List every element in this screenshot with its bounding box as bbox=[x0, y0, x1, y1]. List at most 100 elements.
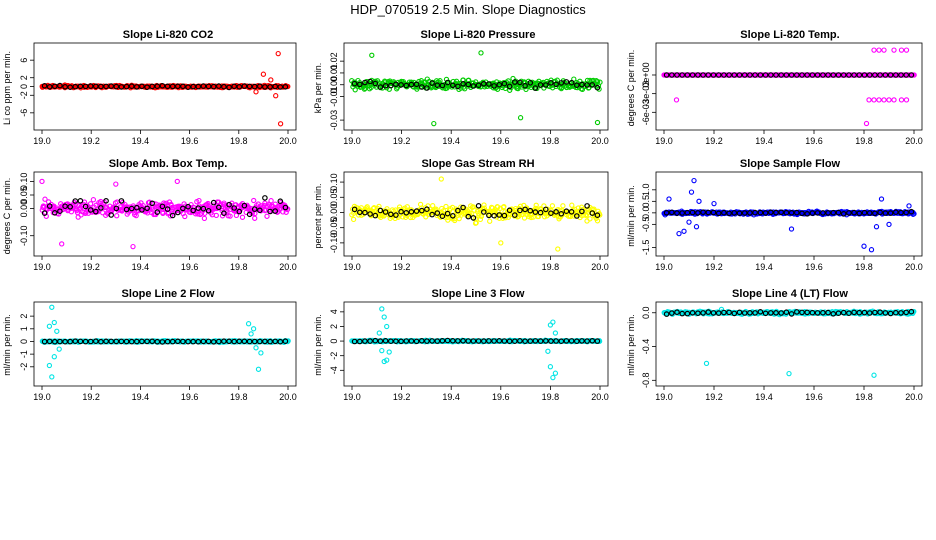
mean-point bbox=[783, 72, 790, 78]
data-point bbox=[350, 216, 357, 223]
mean-point bbox=[814, 310, 821, 316]
mean-point bbox=[356, 209, 363, 216]
mean-point bbox=[387, 211, 394, 218]
mean-point bbox=[418, 207, 425, 214]
mean-point bbox=[835, 310, 842, 317]
mean-point bbox=[72, 198, 79, 204]
data-points bbox=[39, 304, 291, 380]
mean-point bbox=[103, 198, 109, 204]
plot-frame bbox=[655, 301, 923, 387]
mean-point bbox=[736, 309, 743, 316]
data-points bbox=[349, 50, 603, 127]
y-tick-label: -6 bbox=[19, 109, 29, 117]
data-point bbox=[587, 216, 593, 222]
mean-point bbox=[123, 83, 130, 90]
x-tick-label: 20.0 bbox=[905, 136, 923, 146]
data-point bbox=[477, 216, 484, 223]
outlier-point bbox=[711, 200, 717, 207]
mean-point bbox=[788, 210, 795, 216]
y-tick-label: 4 bbox=[329, 309, 339, 314]
outlier-point bbox=[258, 350, 264, 356]
data-point bbox=[481, 202, 487, 208]
mean-point bbox=[382, 83, 389, 89]
mean-point bbox=[51, 338, 58, 345]
mean-point bbox=[241, 83, 248, 89]
x-tick-label: 19.2 bbox=[393, 262, 411, 272]
mean-point bbox=[216, 204, 222, 211]
mean-point bbox=[548, 80, 554, 86]
mean-point bbox=[892, 309, 899, 316]
data-point bbox=[197, 211, 203, 218]
x-tick-label: 19.6 bbox=[181, 262, 199, 272]
x-tick-label: 19.0 bbox=[655, 262, 673, 272]
mean-point bbox=[679, 72, 686, 78]
mean-point bbox=[82, 338, 89, 345]
outlier-point bbox=[376, 330, 382, 336]
mean-point bbox=[486, 338, 492, 344]
mean-point bbox=[413, 338, 420, 345]
mean-point bbox=[553, 338, 559, 344]
outlier-point bbox=[871, 97, 877, 103]
panel-title: Slope Line 3 Flow bbox=[432, 288, 525, 300]
mean-point bbox=[480, 209, 487, 215]
mean-point bbox=[241, 338, 248, 345]
data-point bbox=[114, 213, 120, 219]
mean-point bbox=[767, 72, 774, 78]
outlier-point bbox=[478, 50, 484, 56]
mean-point bbox=[856, 72, 863, 78]
mean-point bbox=[444, 210, 451, 217]
mean-point bbox=[190, 207, 197, 214]
mean-point bbox=[877, 72, 883, 78]
plot-frame bbox=[343, 42, 609, 131]
mean-point bbox=[134, 338, 140, 345]
data-point bbox=[160, 210, 166, 217]
outlier-point bbox=[788, 226, 795, 232]
y-tick-label: 6 bbox=[19, 58, 29, 63]
mean-point bbox=[799, 309, 805, 316]
mean-point bbox=[387, 338, 394, 345]
outlier-point bbox=[379, 347, 385, 354]
mean-point bbox=[377, 207, 384, 214]
mean-point bbox=[123, 338, 130, 345]
mean-point bbox=[674, 309, 680, 316]
mean-point bbox=[721, 72, 727, 78]
mean-point bbox=[398, 82, 404, 88]
mean-point bbox=[872, 210, 878, 217]
mean-point bbox=[537, 209, 544, 216]
mean-point bbox=[356, 338, 363, 345]
mean-point bbox=[663, 311, 670, 317]
data-point bbox=[233, 212, 240, 219]
mean-point bbox=[231, 83, 238, 90]
mean-point bbox=[108, 212, 115, 218]
mean-point bbox=[537, 82, 544, 88]
mean-point bbox=[700, 310, 706, 316]
y-tick-label: 0.10 bbox=[329, 173, 339, 191]
outlier-point bbox=[59, 241, 65, 247]
data-point bbox=[364, 204, 370, 210]
outlier-point bbox=[552, 370, 559, 376]
mean-point bbox=[149, 83, 156, 90]
panel-pressure: Slope Li-820 Pressure kPa per min. 19.0 1… bbox=[313, 29, 609, 146]
mean-point bbox=[558, 338, 565, 345]
mean-point bbox=[372, 337, 379, 344]
mean-point bbox=[367, 78, 373, 85]
mean-point bbox=[403, 338, 410, 344]
x-tick-label: 19.4 bbox=[442, 262, 460, 272]
mean-point bbox=[210, 338, 217, 345]
axis-ticks: 19.0 19.2 19.4 19.6 19.8 20.0 -1.5 -0.50.00.51.… bbox=[641, 184, 923, 272]
mean-point bbox=[563, 338, 570, 344]
mean-point bbox=[674, 72, 680, 78]
outlier-point bbox=[245, 321, 252, 327]
mean-point bbox=[835, 72, 842, 78]
outlier-point bbox=[275, 50, 281, 57]
data-point bbox=[361, 86, 368, 92]
mean-point bbox=[721, 209, 727, 216]
mean-point bbox=[573, 338, 580, 345]
mean-point bbox=[705, 309, 712, 315]
mean-point bbox=[154, 83, 161, 90]
mean-point bbox=[778, 310, 785, 316]
data-point bbox=[443, 203, 449, 210]
y-tick-label: -2 bbox=[329, 352, 339, 360]
mean-point bbox=[731, 72, 738, 78]
